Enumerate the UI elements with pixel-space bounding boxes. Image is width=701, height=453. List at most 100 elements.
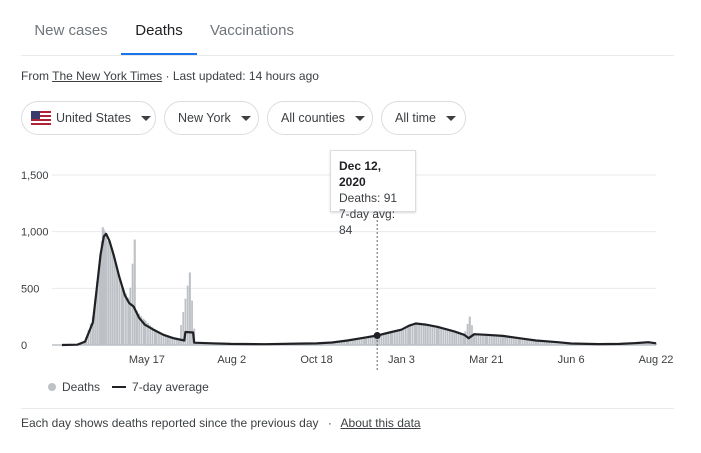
deaths-bar [435,325,438,345]
deaths-bar [517,338,520,345]
deaths-bar [91,316,94,345]
about-data-link[interactable]: About this data [340,416,421,430]
deaths-bar [515,337,517,345]
deaths-bar [436,325,439,345]
deaths-bar [451,330,454,345]
deaths-bar [510,336,513,345]
deaths-bar [120,283,123,345]
deaths-bar [506,336,509,345]
chart-legend: Deaths 7-day average [48,380,209,394]
tab-bar: New cases Deaths Vaccinations [21,0,674,56]
deaths-bar [166,335,169,345]
deaths-bar [382,333,385,345]
deaths-bar [364,337,367,345]
footer-divider [21,408,674,409]
state-dropdown[interactable]: New York [164,101,259,135]
deaths-bar [512,337,515,345]
deaths-bar [195,342,198,345]
deaths-bar [398,329,401,345]
county-label: All counties [281,111,345,125]
deaths-bar [429,325,431,345]
deaths-bar [477,333,480,345]
deaths-bar [101,227,104,345]
deaths-bar [354,338,357,345]
footer-note: Each day shows deaths reported since the… [21,416,319,430]
deaths-bar [499,335,502,345]
deaths-bar [548,340,550,345]
deaths-bar [336,341,339,345]
county-dropdown[interactable]: All counties [267,101,373,135]
deaths-bar [138,313,141,345]
deaths-bar [180,325,182,345]
deaths-chart[interactable]: 0 500 1,000 1,500 May 17 Aug 2 Oct 18 Jan 3 Mar … [0,140,701,380]
country-dropdown[interactable]: United States [21,101,156,135]
deaths-bar [457,332,460,345]
deaths-bar [144,321,147,345]
source-prefix: From [21,69,53,83]
deaths-bar [343,340,346,345]
deaths-bar [543,340,546,345]
source-publisher-link[interactable]: The New York Times [52,69,163,83]
deaths-bar [142,318,145,345]
y-tick-label: 1,000 [21,227,49,239]
deaths-bar [414,322,417,345]
deaths-bar [482,334,484,345]
deaths-bar [374,335,376,345]
deaths-bar [346,339,349,345]
deaths-bar [376,334,379,345]
deaths-bar [440,326,442,345]
deaths-bar [111,250,114,345]
deaths-bar [188,272,191,345]
deaths-bar [87,330,90,345]
deaths-bar [380,333,383,345]
deaths-bar [191,300,193,345]
caret-down-icon [240,115,251,121]
deaths-bar [121,287,124,345]
deaths-bar [537,340,539,345]
deaths-bar [526,338,528,345]
deaths-bar [433,325,436,345]
deaths-bar [125,293,127,345]
deaths-bar [367,336,370,345]
deaths-bar [455,332,458,345]
deaths-bar [508,336,511,345]
deaths-bar [490,334,493,345]
deaths-bar [122,289,125,345]
deaths-bar [473,333,476,345]
deaths-bar [402,327,405,345]
deaths-bar [100,240,103,345]
caret-down-icon [354,115,365,121]
deaths-bar [501,335,504,345]
x-tick-label: May 17 [129,354,165,366]
deaths-bar [105,234,107,345]
tab-deaths[interactable]: Deaths [121,0,197,55]
tab-vaccinations[interactable]: Vaccinations [207,0,297,54]
deaths-bar [444,328,447,345]
deaths-bar [404,326,407,345]
deaths-bar [466,323,469,345]
deaths-bar [135,311,138,345]
deaths-bar [400,329,403,345]
tab-new-cases[interactable]: New cases [21,0,121,54]
deaths-bar [389,331,392,345]
deaths-bar [552,341,555,345]
deaths-bar [438,326,440,345]
deaths-bar [360,337,363,345]
deaths-bar [418,323,420,345]
deaths-bar [463,334,466,345]
deaths-bar [352,339,354,345]
deaths-bar [391,331,394,345]
active-tab-indicator [121,53,197,55]
x-tick-label: Aug 22 [639,354,674,366]
deaths-bar [468,316,471,345]
deaths-bar [107,240,110,345]
deaths-bar [546,340,548,345]
deaths-bar [129,287,132,345]
x-tick-label: Mar 21 [469,354,503,366]
deaths-bar [162,333,165,345]
time-range-dropdown[interactable]: All time [381,101,466,135]
deaths-bar [420,323,423,345]
deaths-bar [147,323,149,345]
deaths-bar [334,341,337,345]
deaths-bar [149,325,152,345]
